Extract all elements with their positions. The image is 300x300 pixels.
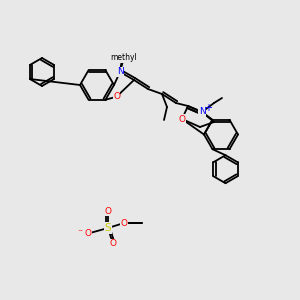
Text: O: O [113,92,120,101]
Text: O: O [110,239,116,248]
Text: methyl: methyl [111,53,137,62]
Text: S: S [105,223,111,233]
Text: O: O [121,218,128,227]
Text: O: O [104,206,112,215]
Text: +: + [204,103,212,113]
Text: N: N [117,68,123,76]
Text: N: N [199,107,206,116]
Text: ⁻: ⁻ [77,228,83,238]
Text: O: O [178,115,185,124]
Text: O: O [85,229,92,238]
